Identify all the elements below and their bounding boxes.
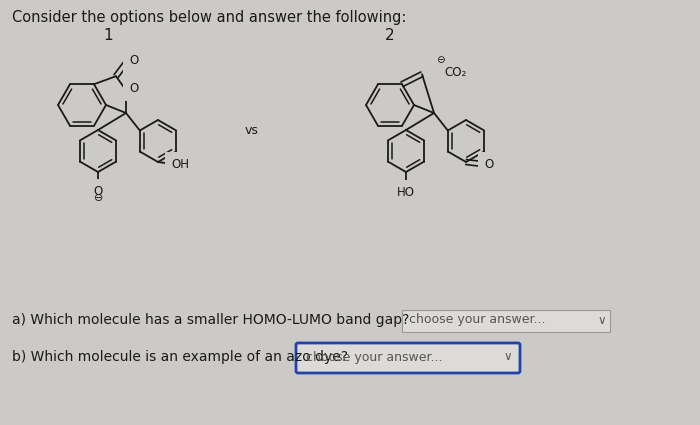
Text: CO₂: CO₂ — [444, 66, 466, 79]
Text: b) Which molecule is an example of an azo dye?: b) Which molecule is an example of an az… — [12, 350, 348, 364]
Text: 2: 2 — [385, 28, 395, 42]
Text: a) Which molecule has a smaller HOMO-LUMO band gap?: a) Which molecule has a smaller HOMO-LUM… — [12, 313, 409, 327]
Text: O: O — [484, 158, 494, 170]
Text: ⊖: ⊖ — [94, 193, 104, 203]
Text: O: O — [130, 82, 139, 95]
Text: ⊖: ⊖ — [435, 55, 444, 65]
Text: choose your answer...: choose your answer... — [409, 314, 545, 326]
Text: choose your answer...: choose your answer... — [306, 351, 442, 363]
Text: O: O — [130, 54, 139, 67]
Text: O: O — [93, 184, 103, 198]
Text: HO: HO — [397, 185, 415, 198]
Text: vs: vs — [245, 124, 259, 136]
Bar — [402, 310, 610, 332]
Text: OH: OH — [171, 158, 189, 170]
FancyBboxPatch shape — [296, 343, 520, 373]
Text: 1: 1 — [103, 28, 113, 42]
Text: Consider the options below and answer the following:: Consider the options below and answer th… — [12, 10, 407, 25]
Text: ∨: ∨ — [598, 314, 606, 326]
Text: ∨: ∨ — [504, 351, 512, 363]
